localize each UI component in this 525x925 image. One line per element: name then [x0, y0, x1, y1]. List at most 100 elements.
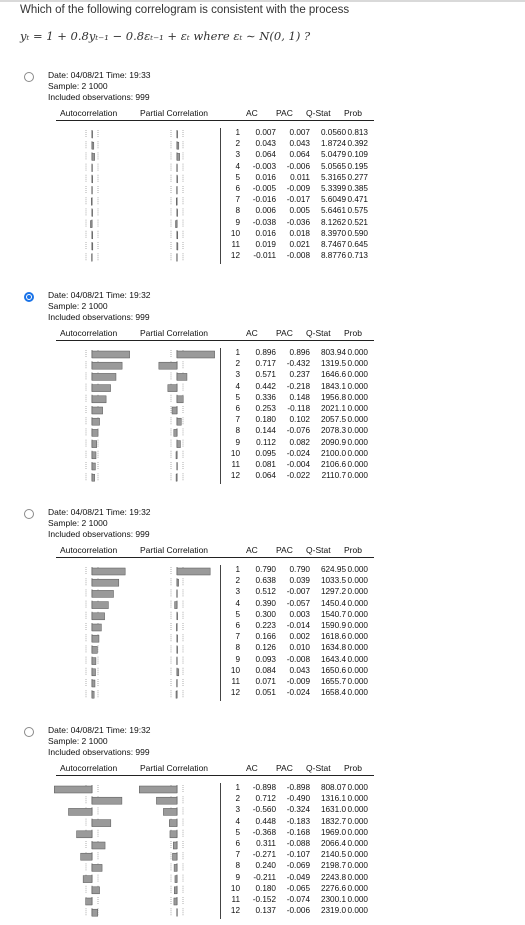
pac-bar-lag-11 — [176, 462, 178, 471]
ac-value: 0.144 — [255, 426, 277, 436]
ac-bar-lag-9 — [82, 875, 93, 883]
radio-button-option-4[interactable] — [24, 727, 34, 737]
radio-button-option-1[interactable] — [24, 72, 34, 82]
ac-bar-lag-8 — [91, 209, 93, 217]
radio-button-option-3[interactable] — [24, 509, 34, 519]
lag: 11 — [231, 240, 241, 249]
prob-value: 0.590 — [347, 228, 369, 238]
ac-bar-lag-8 — [91, 429, 99, 437]
pac-value: 0.021 — [289, 240, 311, 249]
q-stat-value: 5.6461 — [320, 206, 346, 216]
q-stat-value: 2198.7 — [320, 861, 346, 871]
prob-value: 0.713 — [347, 251, 369, 261]
ac-value: 0.084 — [255, 665, 277, 675]
q-stat-value: 803.94 — [320, 348, 346, 357]
ac-bar-lag-10 — [91, 668, 96, 677]
q-stat-value: 1631.0 — [320, 805, 346, 815]
pac-value: 0.039 — [289, 576, 311, 586]
pac-value: -0.008 — [286, 654, 310, 664]
lag: 1 — [235, 348, 240, 357]
prob-value: 0.521 — [347, 217, 369, 227]
prob-value: 0.000 — [347, 426, 369, 436]
q-stat-value: 8.8776 — [320, 251, 346, 261]
q-stat-value: 8.1262 — [320, 217, 346, 227]
header-separator — [56, 340, 374, 341]
q-stat-value: 1643.4 — [320, 654, 346, 664]
prob-value: 0.000 — [347, 654, 369, 664]
column-header-prob: Prob — [344, 545, 362, 555]
pac-bar-lag-7 — [176, 417, 182, 426]
q-stat-value: 8.7467 — [320, 240, 346, 249]
answer-option-4[interactable]: Date: 04/08/21 Time: 19:32 Sample: 2 1000… — [0, 725, 525, 925]
prob-value: 0.000 — [347, 643, 369, 653]
correlogram-sample: Sample: 2 1000 — [48, 518, 108, 528]
pac-bar-lag-6 — [176, 186, 178, 195]
ac-bar-lag-7 — [80, 852, 93, 861]
q-stat-value: 1843.1 — [320, 381, 346, 391]
lag: 1 — [235, 783, 240, 792]
answer-option-1[interactable]: Date: 04/08/21 Time: 19:33 Sample: 2 1000… — [0, 70, 525, 270]
column-header-qstat: Q-Stat — [306, 545, 331, 555]
lag: 11 — [231, 460, 241, 469]
prob-value: 0.813 — [347, 128, 369, 137]
ac-value: 0.112 — [256, 437, 276, 447]
lag: 7 — [235, 850, 240, 860]
pac-value: -0.218 — [286, 381, 310, 391]
ac-bar-lag-12 — [91, 253, 93, 262]
table-divider — [220, 128, 221, 264]
ac-bar-lag-4 — [91, 384, 111, 392]
ac-bar-lag-7 — [91, 197, 93, 206]
prob-value: 0.000 — [347, 816, 369, 826]
prob-value: 0.000 — [347, 565, 369, 574]
pac-bar-lag-6 — [176, 623, 178, 632]
ac-value: 0.126 — [255, 643, 277, 653]
prob-value: 0.000 — [347, 677, 369, 686]
ac-value: 0.512 — [255, 587, 277, 597]
radio-button-option-2[interactable] — [24, 292, 34, 302]
ac-bar-lag-10 — [91, 231, 93, 240]
column-header-qstat: Q-Stat — [306, 763, 331, 773]
pac-value: -0.004 — [286, 460, 310, 469]
ac-value: -0.038 — [252, 217, 276, 227]
pac-value: -0.036 — [286, 217, 310, 227]
answer-option-3[interactable]: Date: 04/08/21 Time: 19:32 Sample: 2 1000… — [0, 507, 525, 707]
prob-value: 0.000 — [347, 632, 369, 642]
q-stat-value: 1618.6 — [320, 632, 346, 642]
column-header-autocorrelation: Autocorrelation — [60, 108, 118, 118]
column-header-autocorrelation: Autocorrelation — [60, 545, 118, 555]
ac-value: 0.180 — [255, 883, 277, 893]
pac-value: 0.043 — [289, 139, 311, 149]
lag: 5 — [235, 609, 240, 619]
column-header-pac: PAC — [276, 108, 293, 118]
prob-value: 0.000 — [347, 861, 369, 871]
pac-bar-lag-8 — [176, 209, 178, 217]
ac-value: -0.003 — [252, 161, 276, 171]
prob-value: 0.645 — [347, 240, 369, 249]
pac-bar-lag-7 — [176, 197, 178, 206]
lag: 12 — [230, 688, 240, 698]
pac-bar-lag-9 — [175, 220, 178, 228]
prob-value: 0.000 — [347, 348, 369, 357]
ac-bar-lag-11 — [85, 897, 93, 906]
correlogram-bars — [54, 785, 184, 917]
ac-bar-lag-4 — [91, 164, 93, 172]
pac-bar-lag-12 — [175, 473, 178, 482]
prob-value: 0.000 — [347, 370, 369, 380]
ac-value: 0.064 — [255, 150, 277, 160]
answer-option-2[interactable]: Date: 04/08/21 Time: 19:32 Sample: 2 1000… — [0, 290, 525, 490]
q-stat-value: 2078.3 — [320, 426, 346, 436]
q-stat-value: 1646.6 — [320, 370, 346, 380]
prob-value: 0.392 — [347, 139, 369, 149]
lag: 7 — [235, 195, 240, 205]
ac-value: 0.016 — [255, 228, 277, 238]
pac-bar-lag-10 — [176, 231, 179, 240]
q-stat-value: 2066.4 — [320, 839, 346, 848]
q-stat-value: 1969.0 — [320, 827, 346, 837]
prob-value: 0.195 — [347, 161, 369, 171]
q-stat-value: 1655.7 — [320, 677, 346, 686]
pac-value: 0.002 — [289, 632, 311, 642]
ac-value: 0.442 — [255, 381, 277, 391]
pac-bar-lag-9 — [176, 657, 178, 665]
ac-bar-lag-3 — [91, 153, 95, 161]
correlogram-obs: Included observations: 999 — [48, 747, 150, 757]
